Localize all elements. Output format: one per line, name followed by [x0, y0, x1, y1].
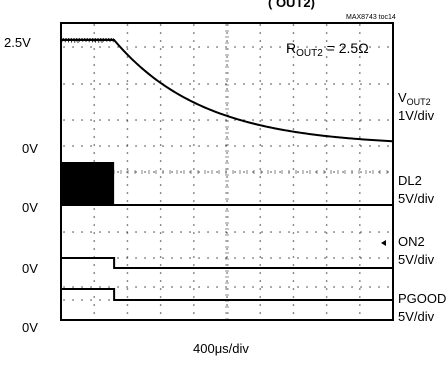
vout2-name: VOUT2 — [398, 90, 431, 107]
dl2-switching-burst — [61, 162, 115, 205]
pgood-trace — [61, 288, 393, 301]
on2-scale: 5V/div — [398, 252, 435, 267]
dl2-scale: 5V/div — [398, 191, 435, 206]
vout2-trace — [61, 39, 393, 143]
vout2-noise — [61, 38, 114, 43]
pgood-scale: 5V/div — [398, 309, 435, 324]
vout2-scale: 1V/div — [398, 108, 435, 123]
load-annotation: ROUT2 = 2.5Ω — [286, 40, 369, 59]
vout-zero-label: 0V — [22, 141, 38, 156]
on2-marker — [381, 240, 386, 246]
on2-trace — [61, 257, 393, 269]
dl2-name: DL2 — [398, 173, 422, 188]
pgood-name: PGOOD — [398, 291, 446, 306]
header-fragment: ( OUT2) — [268, 0, 315, 10]
pgood-zero-label: 0V — [22, 320, 38, 335]
x-scale-label: 400μs/div — [193, 341, 249, 356]
vout-top-label: 2.5V — [4, 35, 31, 50]
on2-name: ON2 — [398, 234, 425, 249]
on2-zero-label: 0V — [22, 261, 38, 276]
dl2-zero-label: 0V — [22, 200, 38, 215]
figure-id: MAX8743 toc14 — [346, 14, 396, 21]
